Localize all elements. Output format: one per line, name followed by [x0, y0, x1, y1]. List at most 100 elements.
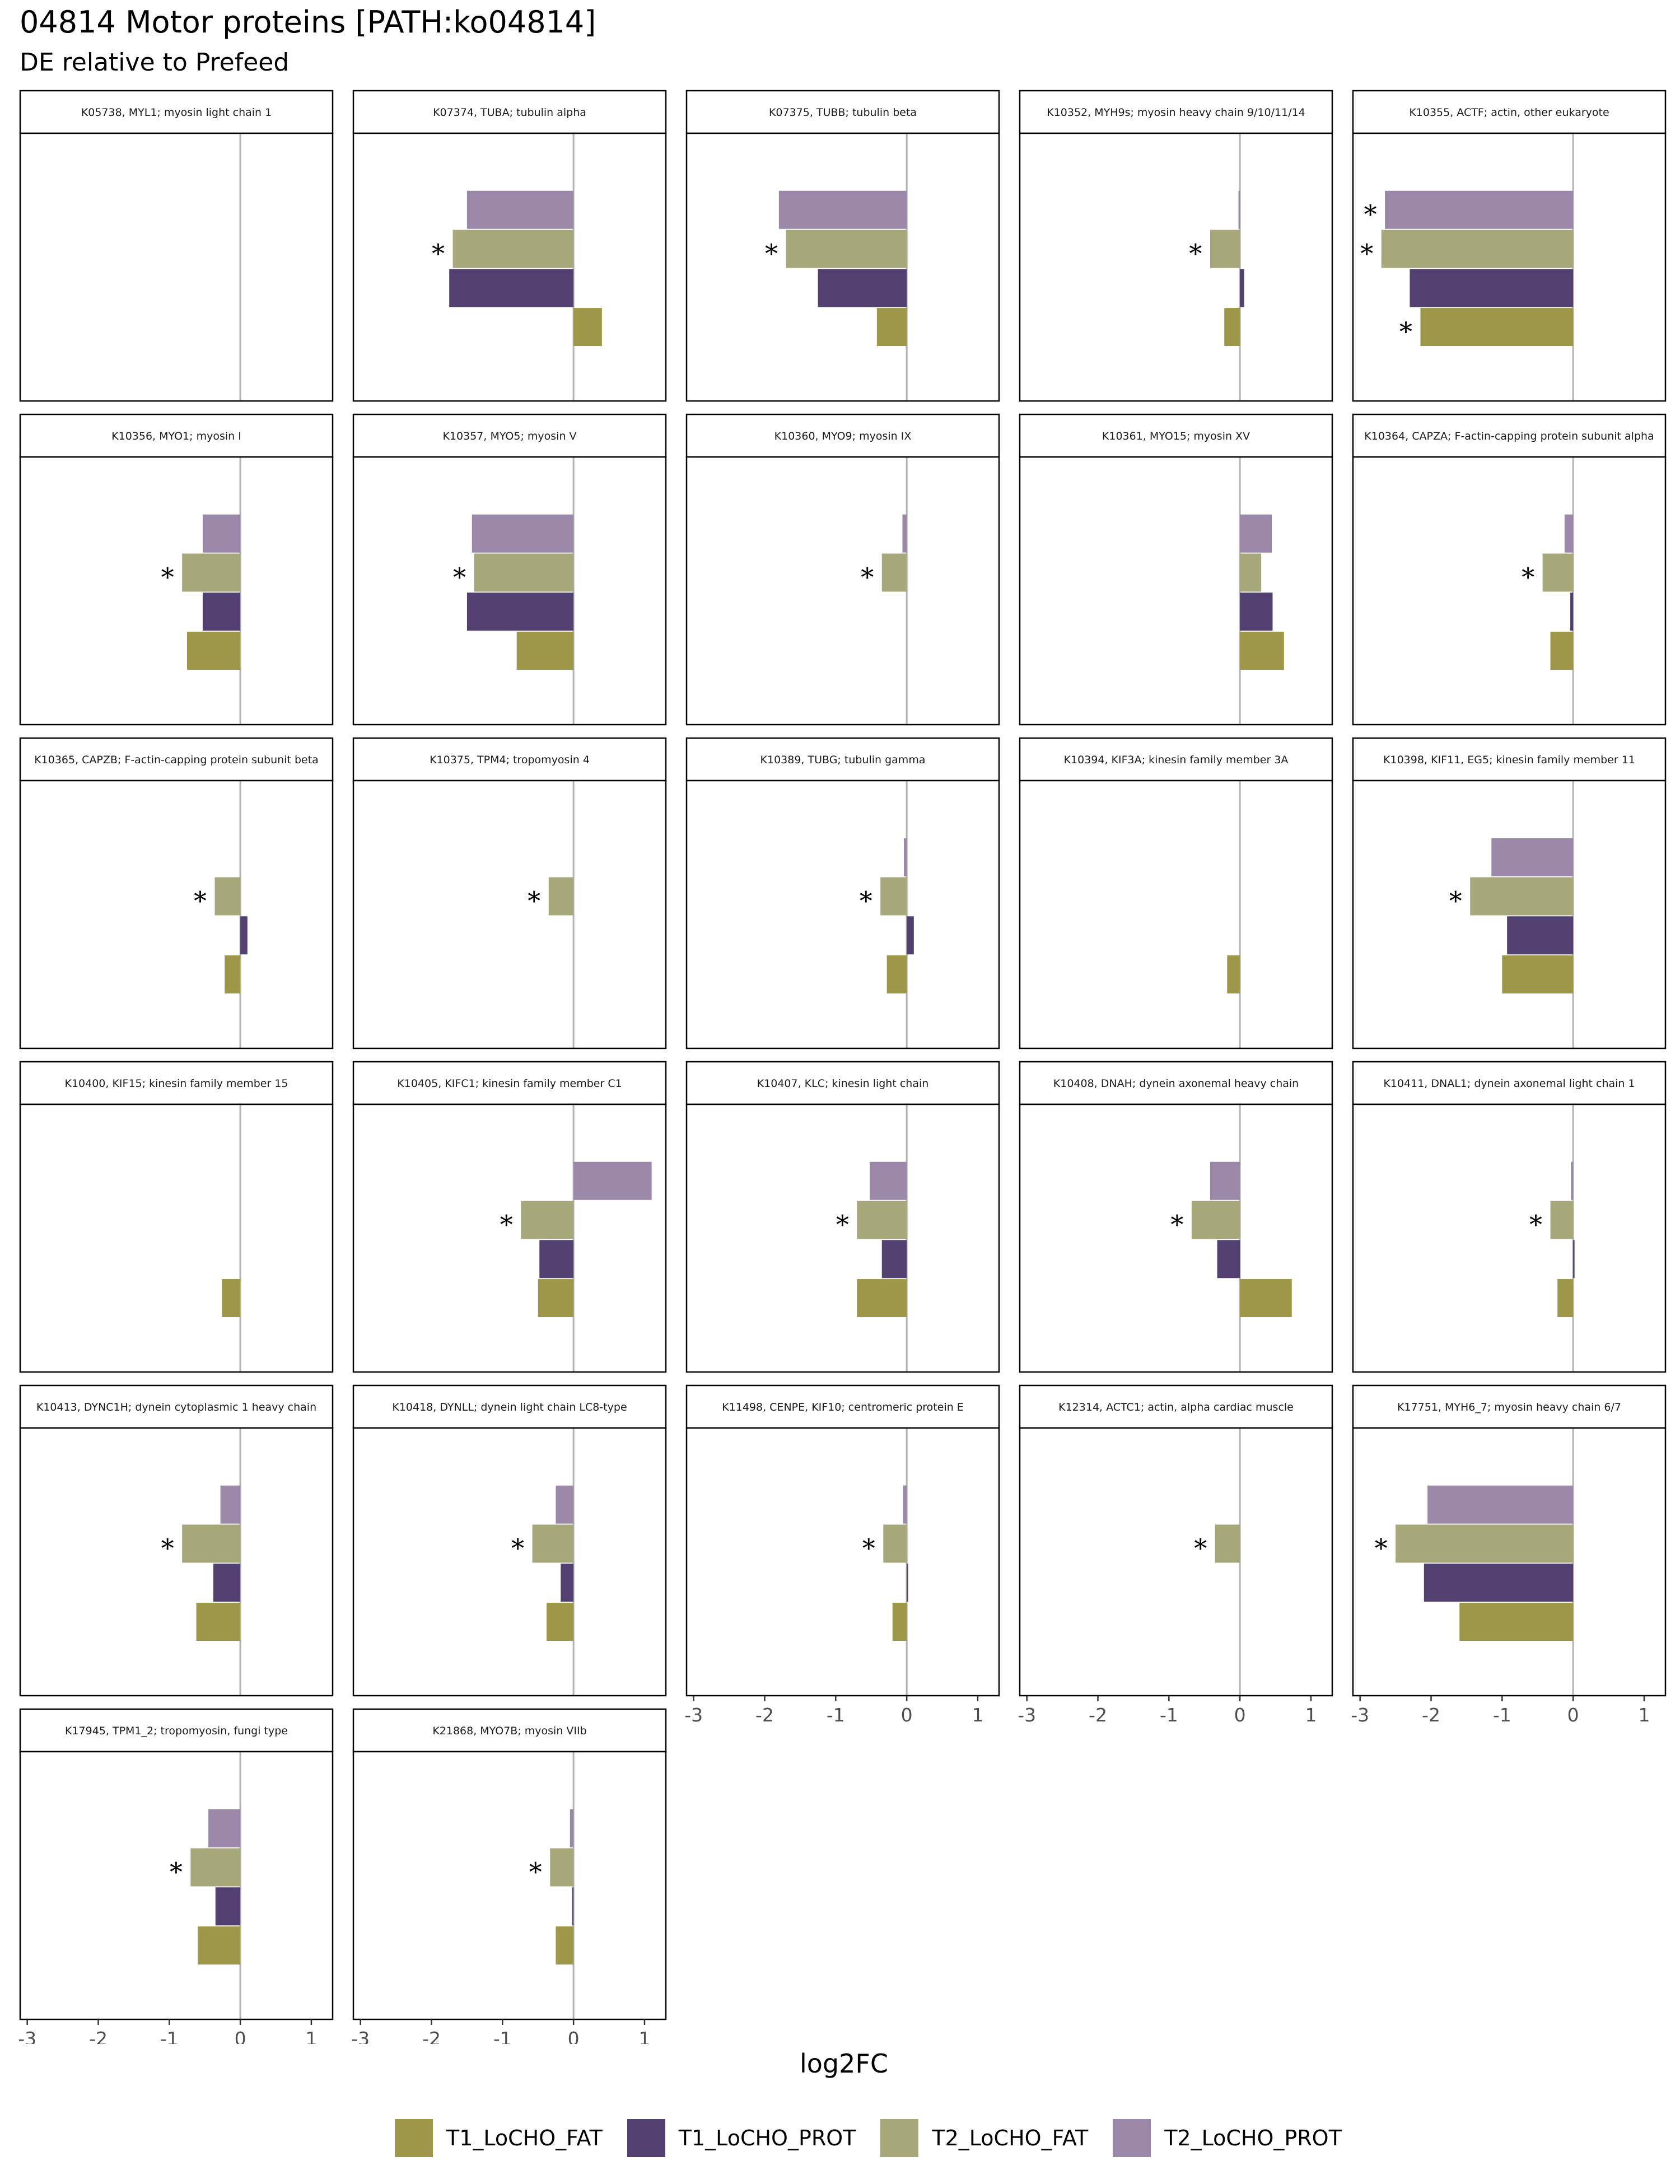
facet-title: K10360, MYO9; myosin IX [774, 430, 912, 442]
panel-border [1352, 1103, 1667, 1373]
facet-title: K11498, CENPE, KIF10; centromeric protei… [722, 1401, 964, 1413]
bar [1385, 190, 1574, 229]
bar [556, 1485, 574, 1524]
legend-label: T2_LoCHO_PROT [1164, 2126, 1342, 2150]
x-tick-label: 1 [638, 2028, 650, 2044]
facet-strip [1019, 90, 1333, 134]
bar [452, 230, 574, 268]
facet-strip [685, 90, 1000, 134]
bar [870, 1161, 907, 1200]
facet-strip [1352, 413, 1667, 458]
significance-marker: * [1364, 199, 1377, 230]
facet-title: K10356, MYO1; myosin I [111, 430, 241, 442]
x-tick-label: 0 [901, 1704, 913, 1726]
panel-border [1019, 780, 1333, 1049]
facet-strip [1352, 737, 1667, 782]
bar [474, 553, 574, 592]
plot-area [20, 457, 333, 725]
facet-panel: K10405, KIFC1; kinesin family member C1 * [352, 1061, 667, 1373]
x-tick-label: 1 [972, 1704, 983, 1726]
facet-title: K10357, MYO5; myosin V [442, 430, 576, 442]
panel-border [352, 1103, 667, 1373]
facet-title: K10365, CAPZB; F-actin-capping protein s… [34, 754, 319, 766]
x-tick-label: 1 [1305, 1704, 1317, 1726]
facet-title: K21868, MYO7B; myosin VIIb [432, 1725, 586, 1737]
bar [1424, 1564, 1574, 1602]
facet-title: K12314, ACTC1; actin, alpha cardiac musc… [1058, 1401, 1294, 1413]
facet-title: K10407, KLC; kinesin light chain [757, 1077, 929, 1090]
panel-border [1019, 1103, 1333, 1373]
bar [1217, 1240, 1240, 1278]
plot-area [20, 133, 333, 401]
x-tick-label: -2 [1422, 1704, 1440, 1726]
bar [214, 877, 241, 916]
bar [1427, 1485, 1574, 1524]
panel-border [19, 1103, 334, 1373]
bar [903, 1485, 907, 1524]
panel-border [352, 1427, 667, 1697]
significance-marker: * [1360, 238, 1373, 268]
facet-strip [19, 1061, 334, 1105]
bar [1420, 308, 1574, 347]
plot-area [353, 1428, 666, 1696]
facet-panel: K10365, CAPZB; F-actin-capping protein s… [19, 737, 334, 1049]
facet-strip [352, 1061, 667, 1105]
facet-title: K10364, CAPZA; F-actin-capping protein s… [1364, 430, 1654, 442]
x-tick-label: 0 [1567, 1704, 1579, 1726]
bar [215, 1887, 241, 1926]
facet-plot: K05738, MYL1; myosin light chain 1 K07374… [18, 90, 1667, 2044]
x-tick-label: -3 [684, 1704, 703, 1726]
panel-border [352, 780, 667, 1049]
bar [196, 1603, 241, 1641]
facet-title: K10418, DYNLL; dynein light chain LC8-ty… [392, 1401, 627, 1413]
panel-border [685, 780, 1000, 1049]
legend-swatch [1113, 2119, 1151, 2157]
bar [202, 514, 241, 553]
facet-panel: K10364, CAPZA; F-actin-capping protein s… [1352, 413, 1667, 726]
bar [466, 190, 574, 229]
bar [1210, 1161, 1240, 1200]
facet-title: K10352, MYH9s; myosin heavy chain 9/10/1… [1047, 106, 1305, 119]
significance-marker: * [1522, 562, 1534, 592]
significance-marker: * [194, 885, 207, 916]
bar [521, 1201, 574, 1239]
bar [857, 1201, 907, 1239]
x-tick-label: -3 [18, 2028, 36, 2044]
x-tick-label: -2 [89, 2028, 108, 2044]
plot-area [1353, 457, 1665, 725]
panel-border [1352, 456, 1667, 726]
facet-strip [1352, 1384, 1667, 1429]
plot-area [20, 1104, 333, 1372]
plot-area [20, 781, 333, 1048]
significance-marker: * [161, 562, 174, 592]
x-tick-label: -3 [1018, 1704, 1036, 1726]
facet-panel: K12314, ACTC1; actin, alpha cardiac musc… [1018, 1384, 1333, 1726]
facet-panel: K07374, TUBA; tubulin alpha * [352, 90, 667, 402]
bar [556, 1926, 574, 1965]
bar [538, 1279, 574, 1318]
panel-border [1019, 1427, 1333, 1697]
bar [1240, 553, 1262, 592]
x-tick-label: -2 [422, 2028, 441, 2044]
panel-border [1352, 132, 1667, 402]
bar [907, 1564, 908, 1602]
panel-border [19, 132, 334, 402]
significance-marker: * [500, 1209, 513, 1239]
bar [1240, 269, 1244, 307]
bar [187, 632, 241, 670]
bar [1542, 553, 1574, 592]
bar [532, 1524, 574, 1563]
plot-area [1020, 781, 1332, 1048]
significance-marker: * [860, 885, 872, 916]
facet-panel: K10352, MYH9s; myosin heavy chain 9/10/1… [1019, 90, 1333, 402]
bar [539, 1240, 574, 1278]
bar [182, 1524, 241, 1563]
bar [240, 916, 248, 955]
bar [1240, 1279, 1292, 1318]
bar [881, 1240, 907, 1278]
facet-strip [19, 413, 334, 458]
bar [1410, 269, 1574, 307]
significance-marker: * [1189, 238, 1202, 268]
plot-area [353, 1752, 666, 2019]
facet-panel: K10400, KIF15; kinesin family member 15 [19, 1061, 334, 1373]
